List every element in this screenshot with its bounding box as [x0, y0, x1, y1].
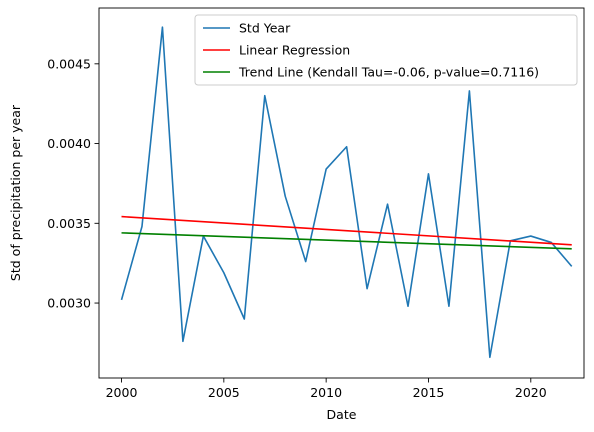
- legend-label: Std Year: [239, 21, 291, 36]
- legend: Std Year Linear Regression Trend Line (Ken…: [194, 14, 578, 86]
- legend-label: Trend Line (Kendall Tau=-0.06, p-value=0…: [238, 65, 539, 80]
- x-tick-label: 2005: [208, 385, 240, 400]
- y-tick-label: 0.0030: [47, 296, 91, 311]
- legend-std-year: Std Year: [203, 21, 291, 36]
- x-axis: 2000 2005 2010 2015 2020: [106, 378, 547, 400]
- y-tick-label: 0.0035: [47, 216, 91, 231]
- plot-border: [98, 7, 585, 379]
- linear-regression-line: [121, 215, 572, 246]
- kendall-trend-line: [121, 232, 572, 250]
- legend-box: [194, 14, 578, 86]
- x-axis-label: Date: [327, 407, 357, 422]
- legend-linear-regression: Linear Regression: [203, 43, 350, 58]
- y-axis-label: Std of precipitation per year: [8, 104, 23, 281]
- series-layer: [120, 26, 573, 359]
- legend-label: Linear Regression: [239, 43, 350, 58]
- y-tick-label: 0.0045: [47, 56, 91, 71]
- x-tick-label: 2015: [413, 385, 445, 400]
- x-tick-label: 2000: [106, 385, 138, 400]
- plot-frame: [98, 7, 585, 379]
- x-tick-label: 2020: [515, 385, 547, 400]
- x-tick-label: 2010: [310, 385, 342, 400]
- y-axis: 0.0030 0.0035 0.0040 0.0045: [47, 56, 99, 311]
- std-year-line: [120, 26, 573, 359]
- y-tick-label: 0.0040: [47, 136, 91, 151]
- legend-kendall-trend: Trend Line (Kendall Tau=-0.06, p-value=0…: [203, 65, 539, 80]
